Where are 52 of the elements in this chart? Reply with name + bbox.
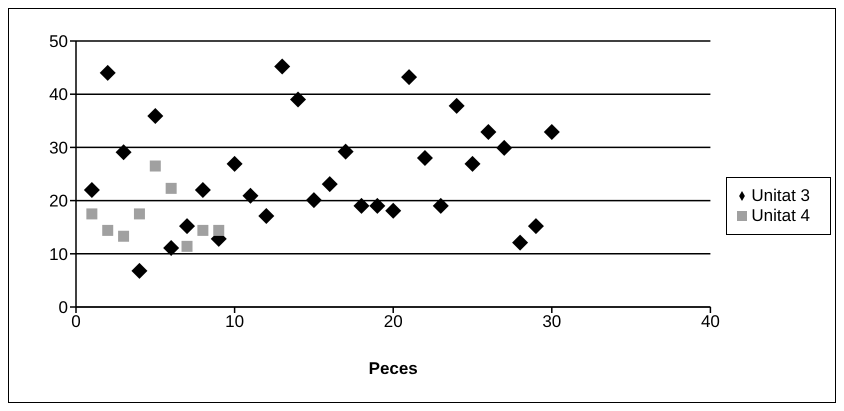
point [528,218,544,234]
point [448,98,465,114]
y-tick-label: 10 [49,244,68,264]
legend-label: Unitat 3 [751,186,810,204]
x-tick-label: 20 [384,312,403,332]
y-tick-label: 50 [49,32,68,52]
legend-label: Unitat 4 [751,206,810,224]
point [290,92,306,108]
point [385,202,402,219]
point [116,144,132,160]
point [322,176,338,192]
point [197,224,208,236]
point [226,156,243,172]
point [182,240,193,252]
point [102,224,114,236]
point [432,198,449,214]
x-tick-label: 30 [542,312,562,332]
y-tick-label: 30 [49,138,68,158]
x-axis-title: Peces [368,359,418,378]
point [544,124,560,140]
point [118,230,130,242]
point [274,58,290,75]
point [163,240,180,256]
y-tick-label: 40 [49,85,68,104]
point [480,124,496,140]
point [134,208,145,220]
point [416,150,433,166]
point [86,208,98,220]
point [512,234,528,251]
point [179,218,196,234]
point [147,108,164,124]
x-tick-label: 40 [700,312,720,332]
point [258,208,274,224]
point [100,64,116,81]
point [353,198,370,214]
point [401,69,418,86]
point [84,182,100,198]
point [464,156,481,172]
point [242,188,258,204]
point [369,198,386,214]
point [338,144,354,160]
point [150,160,161,172]
x-tick-label: 10 [225,312,244,332]
point [496,140,512,156]
point [306,192,322,208]
point [213,224,224,236]
point [166,182,177,194]
point [131,262,148,279]
x-tick-label: 0 [71,312,81,332]
point [194,182,211,198]
y-tick-label: 0 [58,298,68,318]
y-tick-label: 20 [49,192,68,211]
